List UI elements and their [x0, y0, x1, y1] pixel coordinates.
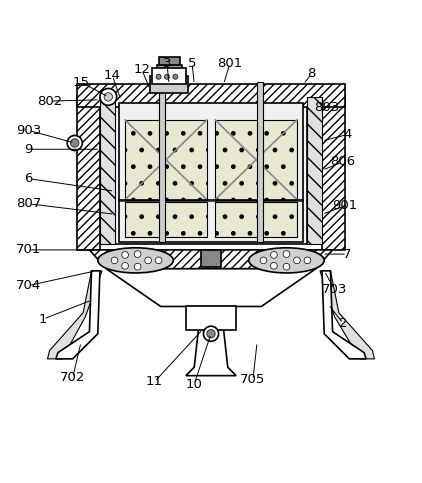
Text: 807: 807 [16, 197, 41, 210]
Text: 2: 2 [339, 317, 347, 330]
Circle shape [70, 139, 79, 147]
Text: 801: 801 [217, 57, 243, 70]
Circle shape [156, 74, 161, 79]
Bar [159, 82, 165, 242]
Bar [77, 95, 100, 250]
Text: 701: 701 [16, 243, 41, 256]
Ellipse shape [98, 248, 173, 273]
Circle shape [67, 135, 82, 151]
Polygon shape [48, 271, 102, 359]
Bar [186, 307, 236, 329]
Bar [77, 85, 345, 107]
Text: 7: 7 [343, 248, 352, 260]
Text: 806: 806 [330, 156, 356, 169]
Circle shape [134, 251, 141, 257]
Text: 802: 802 [37, 95, 62, 108]
Text: 15: 15 [73, 76, 89, 89]
Polygon shape [186, 329, 236, 376]
Text: 1: 1 [39, 313, 48, 326]
Bar [119, 103, 303, 242]
Bar [322, 95, 345, 250]
Polygon shape [106, 269, 316, 307]
Text: 11: 11 [146, 375, 163, 388]
Circle shape [122, 262, 128, 269]
Circle shape [283, 263, 290, 270]
Text: 9: 9 [24, 143, 33, 156]
Bar [307, 97, 322, 243]
Text: 12: 12 [133, 63, 150, 76]
Bar [152, 68, 186, 85]
Bar [150, 76, 188, 93]
Text: 903: 903 [16, 124, 41, 137]
Circle shape [111, 257, 118, 264]
Text: 705: 705 [240, 373, 265, 386]
Text: 702: 702 [60, 371, 85, 384]
Text: 4: 4 [343, 128, 352, 141]
Bar [257, 82, 263, 242]
Ellipse shape [249, 248, 324, 273]
Polygon shape [89, 250, 333, 269]
Text: 704: 704 [16, 279, 41, 292]
Bar [200, 250, 222, 267]
Text: 5: 5 [188, 57, 196, 70]
Bar [215, 202, 297, 237]
Circle shape [283, 251, 290, 257]
Circle shape [203, 326, 219, 341]
Text: 6: 6 [24, 172, 33, 185]
Polygon shape [56, 271, 100, 359]
Circle shape [145, 257, 151, 264]
Polygon shape [322, 271, 366, 359]
Circle shape [155, 257, 162, 264]
Circle shape [294, 257, 300, 264]
Text: 10: 10 [186, 378, 203, 391]
Bar [159, 57, 179, 65]
Circle shape [304, 257, 311, 264]
Text: 3: 3 [163, 57, 171, 70]
Text: 8: 8 [307, 67, 316, 80]
Bar [125, 120, 207, 199]
Circle shape [271, 252, 277, 258]
Text: 803: 803 [314, 101, 339, 114]
Text: 703: 703 [322, 283, 347, 296]
Bar [100, 97, 115, 243]
Circle shape [122, 252, 128, 258]
Circle shape [100, 88, 116, 105]
Circle shape [271, 262, 277, 269]
Bar [157, 65, 181, 76]
Circle shape [165, 74, 170, 79]
Bar [215, 120, 297, 199]
Bar [115, 97, 307, 243]
Bar [125, 202, 207, 237]
Circle shape [207, 329, 215, 338]
Circle shape [134, 263, 141, 270]
Polygon shape [320, 271, 374, 359]
Circle shape [104, 93, 113, 101]
Circle shape [173, 74, 178, 79]
Text: 14: 14 [104, 70, 121, 83]
Text: 901: 901 [333, 199, 358, 213]
Circle shape [260, 257, 267, 264]
